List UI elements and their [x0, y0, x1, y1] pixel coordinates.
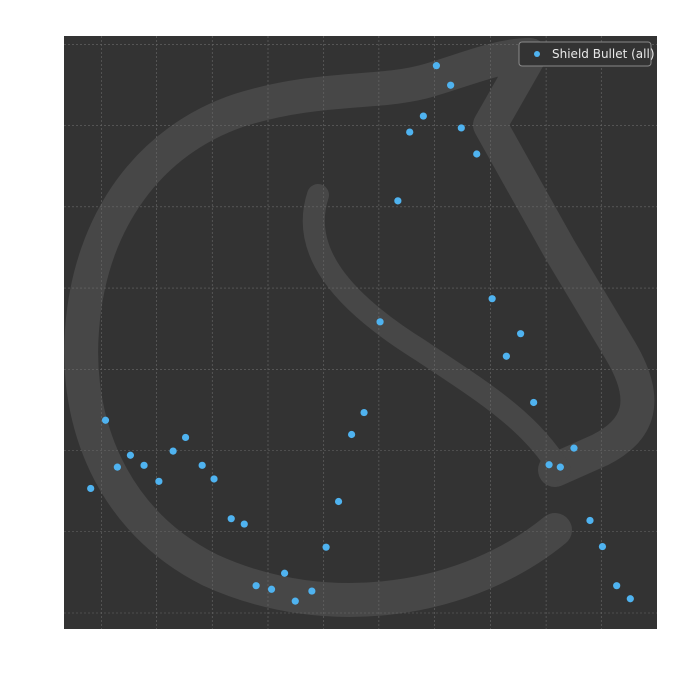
data-point [502, 352, 510, 360]
data-point [308, 587, 316, 595]
data-point [291, 597, 299, 605]
data-point [240, 520, 248, 528]
data-point [87, 484, 95, 493]
legend-box [518, 41, 652, 67]
data-point [394, 197, 402, 205]
grid-lines [64, 36, 657, 629]
data-point [126, 451, 135, 459]
data-point [101, 416, 110, 424]
legend-label: Shield Bullet (all) [552, 47, 655, 61]
data-point [322, 543, 330, 551]
data-point [473, 150, 481, 158]
legend-marker [534, 51, 540, 57]
data-point [113, 463, 121, 471]
data-point [140, 461, 148, 469]
data-point [360, 408, 368, 417]
data-point [181, 433, 190, 442]
data-point [570, 444, 578, 452]
data-point [419, 112, 427, 120]
data-point [432, 62, 441, 70]
data-points [87, 62, 634, 605]
data-point [488, 295, 496, 303]
data-point [530, 398, 538, 407]
data-point [406, 128, 414, 136]
data-point [545, 461, 553, 469]
data-point [198, 461, 206, 469]
data-point [586, 516, 594, 525]
data-point [626, 595, 634, 603]
data-point [376, 318, 384, 326]
data-point [457, 124, 465, 132]
data-point [169, 447, 177, 455]
data-point [252, 582, 260, 590]
data-point [598, 542, 607, 551]
legend: Shield Bullet (all) [518, 41, 655, 67]
data-point [227, 515, 235, 523]
data-point [556, 463, 564, 471]
data-point [155, 477, 163, 485]
data-point [613, 582, 621, 590]
data-point [210, 475, 218, 483]
data-point [334, 497, 343, 506]
data-point [267, 585, 276, 593]
data-point [517, 330, 525, 338]
data-point [280, 569, 289, 577]
data-point [348, 430, 356, 439]
data-point [447, 81, 455, 89]
knight-mane-watermark [302, 184, 571, 481]
